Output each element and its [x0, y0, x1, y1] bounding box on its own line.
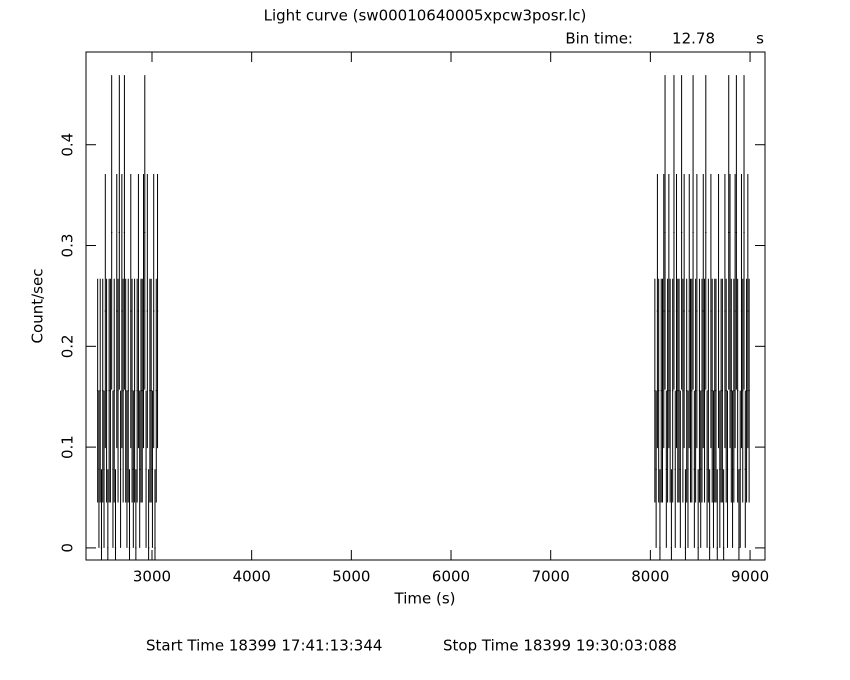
x-tick-label: 4000 [233, 568, 271, 586]
bin-time: 12.78 [672, 30, 715, 48]
marks [97, 75, 750, 560]
x-tick-label: 9000 [731, 568, 769, 586]
y-tick-label: 0.1 [59, 435, 77, 459]
y-tick-label: 0.4 [59, 133, 77, 157]
y-tick-label: 0 [59, 543, 77, 553]
y-tick-label: 0.2 [59, 334, 77, 358]
y-tick-label: 0.3 [59, 234, 77, 258]
x-tick-label: 3000 [133, 568, 171, 586]
bin-time-label: Bin time: [565, 30, 633, 48]
x-axis-label: Time (s) [394, 590, 456, 608]
start-time: Start Time 18399 17:41:13:344 [146, 637, 382, 655]
x-tick-label: 8000 [631, 568, 669, 586]
stop-time: Stop Time 18399 19:30:03:088 [443, 637, 677, 655]
chart-title: Light curve (sw00010640005xpcw3posr.lc) [264, 7, 587, 25]
bin-time-unit: s [756, 30, 764, 48]
x-tick-label: 6000 [432, 568, 470, 586]
x-tick-label: 7000 [532, 568, 570, 586]
y-axis-label: Count/sec [29, 269, 47, 344]
plot-frame [85, 51, 766, 561]
x-tick-label: 5000 [332, 568, 370, 586]
